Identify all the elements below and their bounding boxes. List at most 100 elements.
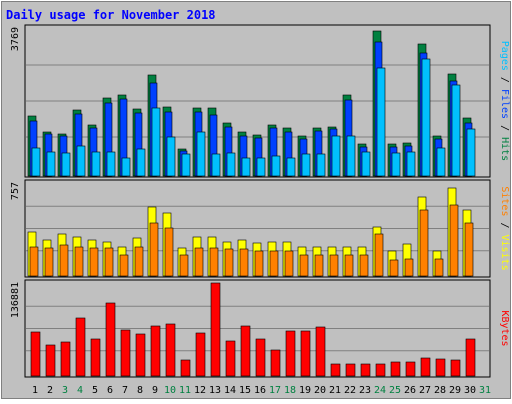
bar-kbytes-day-20 — [315, 326, 326, 377]
x-tick-label-day-21: 21 — [329, 385, 341, 396]
legend-pages: Pages — [499, 41, 510, 77]
bar-kbytes-day-8 — [135, 333, 146, 377]
bar-pages-day-7 — [121, 157, 131, 177]
bar-pages-day-16 — [256, 157, 266, 177]
bar-pages-day-28 — [436, 147, 446, 177]
legend-visits: Visits — [499, 235, 510, 271]
bar-pages-day-9 — [151, 107, 161, 177]
panel-legend: KBytes — [499, 310, 510, 346]
bar-pages-day-6 — [106, 151, 116, 177]
bar-kbytes-day-19 — [300, 330, 311, 377]
bar-sites-day-30 — [464, 222, 474, 277]
bar-kbytes-day-17 — [270, 349, 281, 377]
bar-sites-day-27 — [419, 209, 429, 277]
legend-slash: / — [499, 77, 510, 89]
chart-title: Daily usage for November 2018 — [6, 8, 216, 22]
x-tick-label-day-14: 14 — [224, 385, 236, 396]
x-tick-label-day-3: 3 — [62, 385, 68, 396]
x-tick-label-day-30: 30 — [464, 385, 476, 396]
bar-pages-day-22 — [346, 135, 356, 177]
x-tick-label-day-10: 10 — [164, 385, 176, 396]
bar-kbytes-day-24 — [375, 363, 386, 377]
bar-kbytes-day-2 — [45, 344, 56, 377]
bar-pages-day-4 — [76, 145, 86, 177]
y-max-label: 757 — [10, 182, 21, 200]
bar-pages-day-13 — [211, 153, 221, 177]
bar-sites-day-5 — [89, 247, 99, 277]
bar-sites-day-10 — [164, 227, 174, 277]
x-tick-label-day-12: 12 — [194, 385, 206, 396]
bar-sites-day-4 — [74, 246, 84, 277]
bar-pages-day-29 — [451, 84, 461, 177]
bar-kbytes-day-14 — [225, 340, 236, 377]
bar-kbytes-day-28 — [435, 358, 446, 377]
x-tick-label-day-25: 25 — [389, 385, 401, 396]
x-tick-label-day-13: 13 — [209, 385, 221, 396]
bar-pages-day-15 — [241, 157, 251, 177]
bar-kbytes-day-29 — [450, 359, 461, 377]
legend-slash: / — [499, 222, 510, 234]
bar-sites-day-15 — [239, 248, 249, 277]
legend-sites: Sites — [499, 186, 510, 222]
bar-sites-day-12 — [194, 247, 204, 277]
bar-kbytes-day-7 — [120, 329, 131, 377]
bar-sites-day-14 — [224, 248, 234, 277]
y-max-label: 3769 — [10, 27, 21, 51]
x-tick-label-day-5: 5 — [92, 385, 98, 396]
x-tick-label-day-28: 28 — [434, 385, 446, 396]
bar-kbytes-day-18 — [285, 330, 296, 377]
bar-sites-day-9 — [149, 222, 159, 277]
bar-kbytes-day-4 — [75, 317, 86, 377]
legend-slash: / — [499, 125, 510, 137]
x-tick-label-day-8: 8 — [137, 385, 143, 396]
bar-pages-day-20 — [316, 153, 326, 177]
bar-sites-day-29 — [449, 204, 459, 277]
bar-kbytes-day-22 — [345, 363, 356, 377]
x-axis-labels: 1 2 3 4 5 6 7 8 9 10 11 12 13 14 15 16 17 18 19 20 21 22 23 24 2… — [32, 385, 491, 396]
x-tick-label-day-27: 27 — [419, 385, 431, 396]
x-tick-label-day-22: 22 — [344, 385, 356, 396]
bar-sites-day-16 — [254, 250, 264, 277]
bar-pages-day-21 — [331, 135, 341, 177]
bar-kbytes-day-5 — [90, 338, 101, 377]
bar-pages-day-14 — [226, 152, 236, 177]
x-tick-label-day-29: 29 — [449, 385, 461, 396]
bar-sites-day-23 — [359, 254, 369, 277]
bar-sites-day-13 — [209, 247, 219, 277]
bar-kbytes-day-21 — [330, 363, 341, 377]
bar-kbytes-day-30 — [465, 338, 476, 377]
bar-kbytes-day-27 — [420, 357, 431, 377]
bar-sites-day-7 — [119, 254, 129, 277]
bar-kbytes-day-10 — [165, 323, 176, 377]
bar-pages-day-1 — [31, 147, 41, 177]
x-tick-label-day-9: 9 — [152, 385, 158, 396]
bar-sites-day-28 — [434, 258, 444, 277]
panel-visits-sites: 757 Sites / Visits — [10, 179, 510, 278]
x-tick-label-day-17: 17 — [269, 385, 281, 396]
bar-sites-day-20 — [314, 254, 324, 277]
x-tick-label-day-24: 24 — [374, 385, 386, 396]
bar-pages-day-18 — [286, 157, 296, 177]
x-tick-label-day-11: 11 — [179, 385, 191, 396]
bar-kbytes-day-11 — [180, 359, 191, 377]
bar-sites-day-3 — [59, 244, 69, 277]
bar-pages-day-19 — [301, 153, 311, 177]
bar-kbytes-day-3 — [60, 341, 71, 377]
bar-sites-day-22 — [344, 254, 354, 277]
x-tick-label-day-6: 6 — [107, 385, 113, 396]
bar-sites-day-6 — [104, 247, 114, 277]
bar-pages-day-8 — [136, 148, 146, 177]
x-tick-label-day-2: 2 — [47, 385, 53, 396]
x-tick-label-day-18: 18 — [284, 385, 296, 396]
x-tick-label-day-23: 23 — [359, 385, 371, 396]
x-tick-label-day-7: 7 — [122, 385, 128, 396]
x-tick-label-day-4: 4 — [77, 385, 83, 396]
bar-sites-day-21 — [329, 254, 339, 277]
bar-sites-day-24 — [374, 233, 384, 277]
bar-sites-day-19 — [299, 254, 309, 277]
bar-kbytes-day-15 — [240, 325, 251, 377]
bar-pages-day-17 — [271, 155, 281, 177]
x-tick-label-day-19: 19 — [299, 385, 311, 396]
